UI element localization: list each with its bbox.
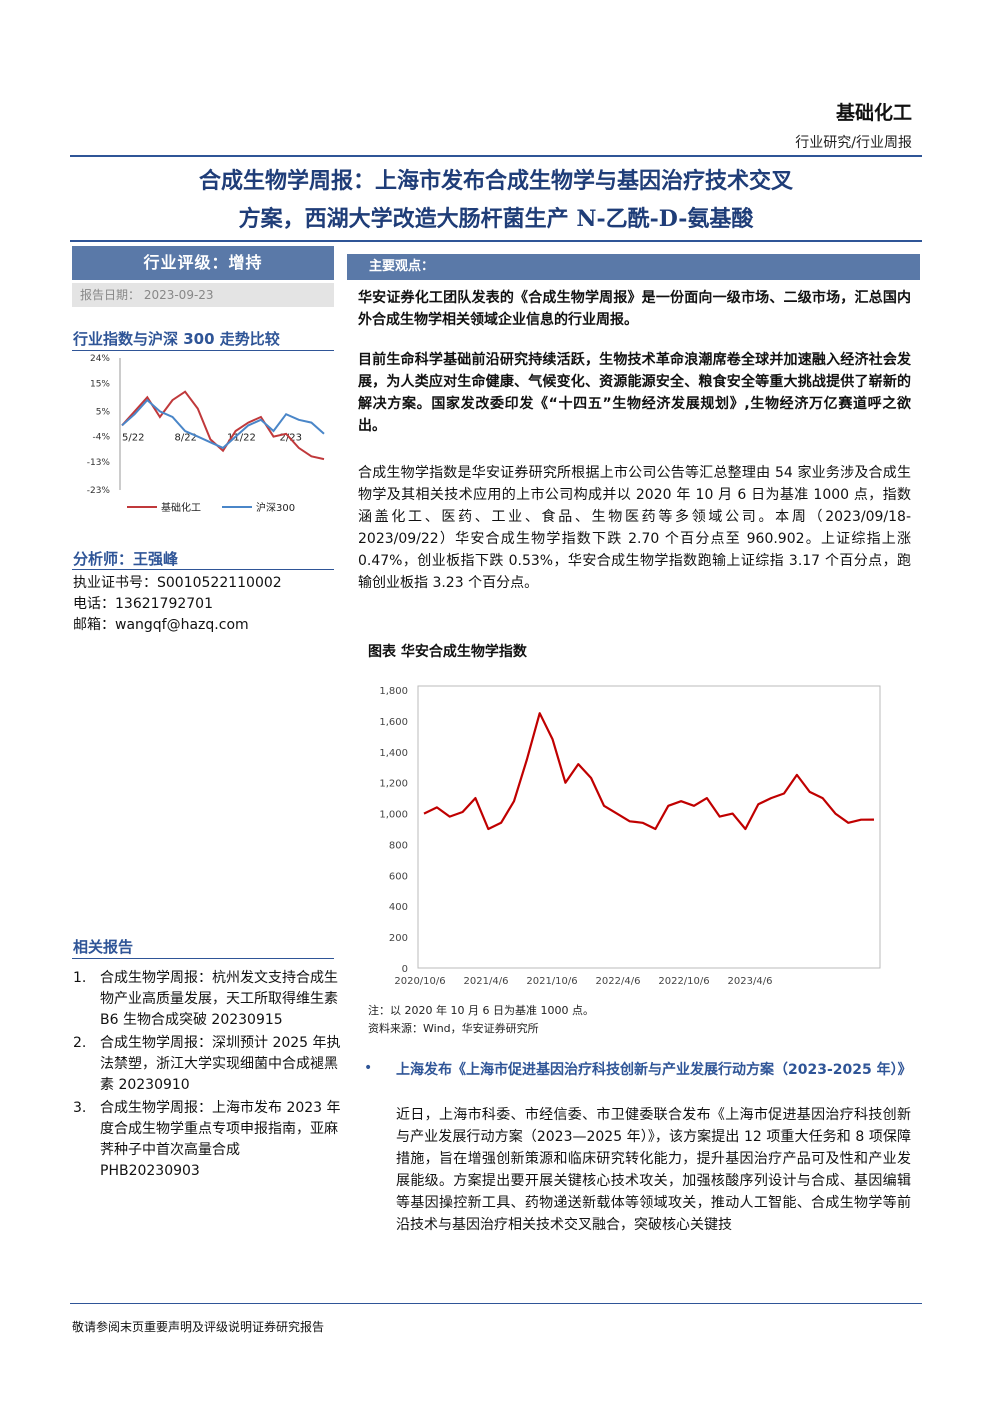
chart-source: 资料来源：Wind，华安证券研究所 xyxy=(368,1022,539,1035)
legend-label: 基础化工 xyxy=(161,501,201,514)
related-report-num: 3. xyxy=(73,1100,87,1116)
industry-rating: 行业评级：增持 xyxy=(72,246,334,280)
y-tick-label: 1,600 xyxy=(379,717,408,728)
header-divider xyxy=(70,155,922,157)
main-views-header: 主要观点： xyxy=(347,254,920,280)
analyst-rule xyxy=(72,569,334,570)
footer-divider xyxy=(70,1303,922,1304)
related-report-text: 合成生物学周报：上海市发布 2023 年度合成生物学重点专项申报指南，亚麻荠种子… xyxy=(100,1100,341,1179)
report-title: 合成生物学周报：上海市发布合成生物学与基因治疗技术交叉 方案，西湖大学改造大肠杆… xyxy=(70,162,922,238)
related-report-item[interactable]: 3. 合成生物学周报：上海市发布 2023 年度合成生物学重点专项申报指南，亚麻… xyxy=(73,1098,341,1182)
y-tick-label: 1,000 xyxy=(379,810,408,821)
y-tick-label: 800 xyxy=(389,840,408,851)
y-tick-label: 0 xyxy=(402,964,408,975)
footer-disclaimer: 敬请参阅末页重要声明及评级说明证券研究报告 xyxy=(72,1320,325,1334)
plot-frame xyxy=(417,685,881,969)
intro-paragraph: 华安证券化工团队发表的《合成生物学周报》是一份面向一级市场、二级市场，汇总国内外… xyxy=(358,290,911,328)
y-tick-label: -13% xyxy=(87,458,111,468)
y-tick-label: 400 xyxy=(389,902,408,913)
y-tick-label: 600 xyxy=(389,871,408,882)
index-compare-chart: 24%15%5%-4%-13%-23% 5/22 8/22 11/22 2/23 基础… xyxy=(87,354,325,514)
y-tick-label: 1,400 xyxy=(379,748,408,759)
title-line-1: 合成生物学周报：上海市发布合成生物学与基因治疗技术交叉 xyxy=(198,168,793,194)
analyst-phone: 电话：13621792701 xyxy=(73,596,213,612)
related-report-text: 合成生物学周报：杭州发文支持合成生物产业高质量发展，天工所取得维生素 B6 生物… xyxy=(100,970,338,1028)
x-tick-label: 2022/10/6 xyxy=(658,976,709,987)
background-paragraph: 目前生命科学基础前沿研究持续活跃，生物技术革命浪潮席卷全球并加速融入经济社会发展… xyxy=(358,352,911,434)
y-tick-label: -23% xyxy=(87,486,111,496)
index-paragraph: 合成生物学指数是华安证券研究所根据上市公司公告等汇总整理由 54 家业务涉及合成… xyxy=(358,465,911,591)
title-divider xyxy=(70,240,922,242)
title-line-2: 方案，西湖大学改造大肠杆菌生产 N-乙酰-D-氨基酸 xyxy=(238,206,754,232)
related-reports: 1. 合成生物学周报：杭州发文支持合成生物产业高质量发展，天工所取得维生素 B6… xyxy=(73,968,341,1184)
x-tick-label: 2023/4/6 xyxy=(728,976,773,987)
legend-label: 沪深300 xyxy=(256,501,295,514)
x-tick-label: 8/22 xyxy=(175,433,197,444)
y-tick-label: 24% xyxy=(90,354,110,364)
x-tick-label: 5/22 xyxy=(122,433,144,444)
y-tick-label: 200 xyxy=(389,933,408,944)
x-tick-label: 2020/10/6 xyxy=(394,976,445,987)
news-body: 近日，上海市科委、市经信委、市卫健委联合发布《上海市促进基因治疗科技创新与产业发… xyxy=(396,1107,911,1233)
chart-caption: 图表 华安合成生物学指数 xyxy=(368,644,527,660)
related-report-item[interactable]: 1. 合成生物学周报：杭州发文支持合成生物产业高质量发展，天工所取得维生素 B6… xyxy=(73,968,341,1031)
chart-note: 注：以 2020 年 10 月 6 日为基准 1000 点。 xyxy=(368,1004,594,1017)
index-chart-rule xyxy=(72,350,334,351)
x-tick-label: 2021/4/6 xyxy=(464,976,509,987)
y-tick-label: 1,800 xyxy=(379,686,408,697)
series-line xyxy=(121,390,325,461)
news-title: 上海发布《上海市促进基因治疗科技创新与产业发展行动方案（2023-2025 年）… xyxy=(396,1062,912,1078)
y-tick-label: 1,200 xyxy=(379,779,408,790)
analyst-info: 执业证书号：S0010522110002 电话：13621792701 邮箱：w… xyxy=(73,573,282,636)
related-report-num: 1. xyxy=(73,970,87,986)
related-heading: 相关报告 xyxy=(73,938,134,956)
analyst-heading: 分析师：王强峰 xyxy=(73,550,179,568)
x-tick-label: 2021/10/6 xyxy=(526,976,577,987)
series-line xyxy=(423,712,875,831)
series-line xyxy=(121,398,325,450)
analyst-email[interactable]: 邮箱：wangqf@hazq.com xyxy=(73,617,249,633)
x-tick-label: 2022/4/6 xyxy=(596,976,641,987)
bullet-icon: • xyxy=(364,1060,373,1076)
analyst-license: 执业证书号：S0010522110002 xyxy=(73,575,282,591)
related-report-text: 合成生物学周报：深圳预计 2025 年执法禁塑，浙江大学实现细菌中合成褪黑素 2… xyxy=(100,1035,341,1093)
y-tick-label: -4% xyxy=(92,433,110,443)
x-tick-label: 11/22 xyxy=(227,433,256,444)
y-tick-label: 15% xyxy=(90,379,110,389)
index-chart-title: 行业指数与沪深 300 走势比较 xyxy=(73,330,280,348)
related-report-item[interactable]: 2. 合成生物学周报：深圳预计 2025 年执法禁塑，浙江大学实现细菌中合成褪黑… xyxy=(73,1033,341,1096)
y-tick-label: 5% xyxy=(96,407,111,417)
sector-title: 基础化工 xyxy=(835,102,912,124)
report-type: 行业研究/行业周报 xyxy=(795,135,912,151)
related-rule xyxy=(72,958,334,959)
synbio-index-chart: 0 200 400 600 800 1,000 1,200 1,400 1,600 1,800 2… xyxy=(379,685,881,987)
related-report-num: 2. xyxy=(73,1035,87,1051)
report-date: 报告日期： 2023-09-23 xyxy=(72,283,334,307)
